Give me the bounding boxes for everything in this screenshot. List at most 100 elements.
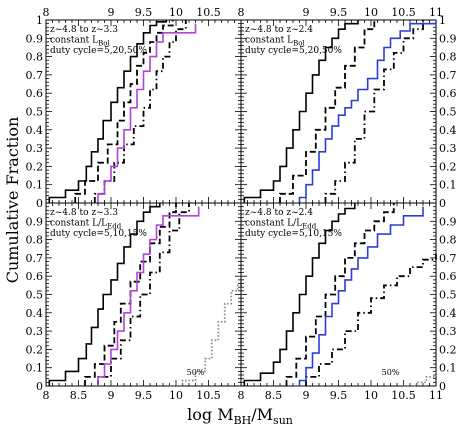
x-tick-label-bottom: 8.5: [70, 389, 88, 402]
y-tick-label: 0.5: [26, 106, 44, 119]
series-line-dashdot-2: [97, 203, 190, 386]
x-tick-label-top: 10: [364, 6, 378, 19]
y-tick-label: 0.1: [439, 362, 457, 375]
y-tick-label: 0.6: [26, 87, 44, 100]
y-tick-label: 0.1: [439, 179, 457, 192]
y-tick-label: 0.7: [26, 252, 44, 265]
series-line-solid-3: [97, 23, 197, 203]
series-line-solid-3: [298, 20, 437, 203]
panel-annotation-line: constant L/LEdd: [50, 219, 122, 231]
series-line-dashed-1: [285, 203, 395, 386]
annotation-text: duty cycle=5,10,15%: [50, 229, 147, 239]
annotation-text: constant L/L: [50, 219, 107, 229]
y-axis-label: Cumulative Fraction: [3, 117, 22, 284]
y-tick-label: 0.9: [26, 215, 44, 228]
annotation-text: z~4.8 to z~2.4: [245, 25, 313, 35]
series-line-dashdot-2: [305, 254, 437, 386]
annotation-text: duty cycle=5,20,50%: [50, 46, 147, 56]
annotation-text: constant L: [50, 36, 98, 46]
y-tick-label: 0.2: [439, 160, 457, 173]
y-tick-label: 0.3: [439, 142, 457, 155]
x-tick-label-top: 9: [108, 6, 115, 19]
y-tick-label: 0.1: [26, 179, 44, 192]
y-tick-label: 0.4: [439, 124, 457, 137]
annotation-text: z~4.8 to z~3.3: [50, 208, 118, 218]
y-tick-label: 0: [439, 197, 446, 210]
x-tick-label-bottom: 10.5: [391, 389, 416, 402]
x-tick-label-bottom: 9: [108, 389, 115, 402]
y-tick-label: 0.4: [26, 307, 44, 320]
x-tick-label-bottom: 11: [429, 389, 443, 402]
x-tick-label-bottom: 10: [169, 389, 183, 402]
x-tick-label-bottom: 8: [238, 389, 245, 402]
chart-panel-top-right: 8 9 9.5 10 10.5 11 0 0.1 0.2 0.3 0.4 0.5 0.6 0.7 0.8 0.…: [238, 6, 457, 210]
chart-panel-bottom-left: 8 8.5 9 9.5 10 10.5 0 0.1 0.2 0.3 0.4 0.5 0.6 0.7 0.8 0…: [26, 202, 242, 402]
y-tick-label: 0.4: [26, 124, 44, 137]
y-tick-label: 0.1: [26, 362, 44, 375]
chart-panel-bottom-right: 8 8.5 9 9.5 10 10.5 110 0.1 0.2 0.3 0.4 0.5 0.6 0.7 0.…: [238, 202, 457, 402]
annotation-subscript: Bol: [293, 40, 305, 48]
x-tick-label-bottom: 10.5: [196, 389, 221, 402]
x-tick-label-top: 9.5: [330, 6, 348, 19]
x-tick-label-bottom: 8: [43, 389, 50, 402]
x-axis-label-sub2: sun: [273, 414, 293, 427]
panel-annotation-line: constant LBol: [245, 36, 305, 48]
series-line-dashdot-2: [324, 20, 424, 203]
y-tick-label: 0.6: [439, 87, 457, 100]
series-label: 50%: [187, 368, 205, 377]
series-line-solid-0: [48, 203, 161, 386]
y-tick-label: 0.2: [26, 343, 44, 356]
y-tick-label: 0.7: [26, 69, 44, 82]
series-line-dotted-4: [169, 281, 242, 387]
panel-annotation-line: constant L/LEdd: [245, 219, 317, 231]
y-tick-label: 0: [36, 380, 43, 393]
panel-annotation-line: z~4.8 to z~2.4: [245, 25, 313, 35]
y-tick-label: 1: [36, 14, 43, 27]
x-tick-label-bottom: 8.5: [265, 389, 283, 402]
series-line-dashed-1: [279, 20, 376, 203]
y-tick-label: 0: [36, 197, 43, 210]
x-tick-label-bottom: 9: [303, 389, 310, 402]
y-tick-label: 0.3: [26, 142, 44, 155]
x-tick-label-top: 9.5: [135, 6, 153, 19]
series-line-dashed-1: [74, 20, 174, 203]
series-label: 50%: [382, 368, 400, 377]
y-tick-label: 0.9: [26, 32, 44, 45]
y-tick-label: 0.8: [439, 51, 457, 64]
y-tick-label: 0.5: [439, 289, 457, 302]
annotation-text: z~4.8 to z~3.3: [50, 25, 118, 35]
annotation-text: duty cycle=5,10,15%: [245, 229, 342, 239]
x-axis-label-main: log M: [187, 405, 233, 424]
panel-annotation-line: constant LBol: [50, 36, 110, 48]
x-tick-label-bottom: 9.5: [135, 389, 153, 402]
y-tick-label: 0: [439, 380, 446, 393]
y-tick-label: 1: [439, 14, 446, 27]
y-tick-label: 0.3: [439, 325, 457, 338]
y-tick-label: 0.5: [26, 289, 44, 302]
y-tick-label: 0.8: [439, 234, 457, 247]
x-tick-label-top: 10.5: [391, 6, 416, 19]
panel-annotation-line: z~4.8 to z~2.4: [245, 208, 313, 218]
annotation-text: z~4.8 to z~2.4: [245, 208, 313, 218]
annotation-subscript: Edd: [107, 223, 122, 231]
y-tick-label: 0.7: [439, 252, 457, 265]
series-line-solid-0: [243, 20, 359, 203]
x-tick-label-top: 10: [169, 6, 183, 19]
x-tick-label-top: 8: [43, 6, 50, 19]
panel-annotation-line: z~4.8 to z~3.3: [50, 25, 118, 35]
x-tick-label-top: 11: [429, 6, 443, 19]
series-line-solid-0: [48, 20, 168, 203]
x-axis-label-mid: /M: [251, 405, 273, 424]
series-line-dotted-4: [403, 371, 437, 387]
y-tick-label: 0.5: [439, 106, 457, 119]
y-tick-label: 0.4: [439, 307, 457, 320]
annotation-text: constant L/L: [245, 219, 302, 229]
x-tick-label-top: 9: [303, 6, 310, 19]
x-axis-label: log MBH/Msun: [187, 405, 293, 427]
panel-annotation-line: duty cycle=5,20,50%: [245, 46, 342, 56]
series-line-solid-3: [298, 206, 424, 386]
x-tick-label-top: 10.5: [196, 6, 221, 19]
series-line-solid-3: [97, 206, 200, 386]
annotation-subscript: Bol: [98, 40, 110, 48]
